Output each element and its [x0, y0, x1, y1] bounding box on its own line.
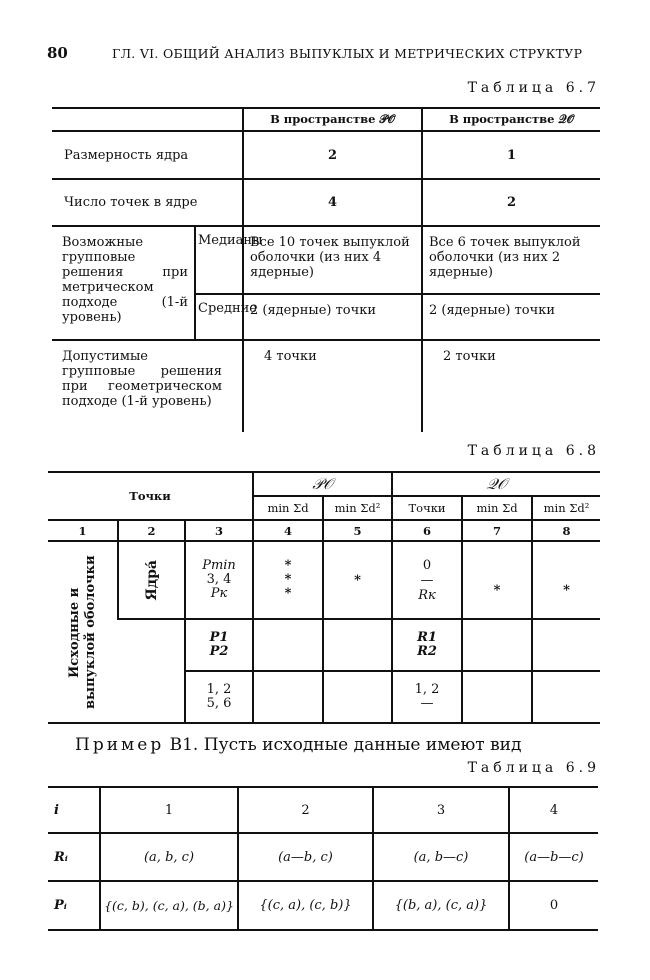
col-header: 3: [372, 787, 509, 833]
col-number: 1: [78, 523, 87, 538]
col-header: 2: [237, 787, 373, 833]
cell: (a, b—c): [372, 833, 509, 881]
cell: R1: [417, 630, 437, 645]
cell: [322, 671, 393, 723]
cell: 2: [242, 131, 422, 179]
example-text: B1. Пусть исходные данные имеют вид: [169, 735, 522, 755]
table-6-8: Точки 𝒫𝒪 𝒬𝒪 min Σd min Σd² Точки min Σd …: [48, 471, 601, 724]
sub-header: Точки: [391, 496, 463, 520]
group-po: 𝒫𝒪: [252, 472, 393, 497]
table-6-9: i 1 2 3 4 Rᵢ (a, b, c) (a—b, c) (a, b—c)…: [48, 786, 598, 931]
col-number: 2: [117, 520, 185, 541]
sub-label: Средние: [194, 294, 257, 340]
col-number: 4: [252, 520, 324, 541]
row-label-i: i: [54, 802, 59, 818]
col-number: 8: [531, 520, 601, 541]
cell: 2 (ядерные) точки: [242, 294, 422, 340]
cell: [531, 619, 601, 671]
cell: [252, 671, 324, 723]
example-paragraph: Пример B1. Пусть исходные данные имеют в…: [75, 735, 521, 755]
header-po: В пространстве 𝒫𝒪: [242, 108, 422, 131]
cell: (a—b, c): [237, 833, 373, 881]
cell: 1, 2: [414, 682, 440, 697]
sub-header: min Σd²: [322, 496, 393, 520]
cell: (a—b—c): [508, 833, 598, 881]
col-header: 1: [99, 787, 238, 833]
cell: 5, 6: [206, 696, 232, 711]
cell: *: [531, 541, 601, 619]
cell: 0: [422, 557, 432, 573]
cell: 3, 4: [206, 572, 232, 587]
sub-header: min Σd: [461, 496, 533, 520]
row-label: Число точек в ядре: [64, 195, 198, 210]
sub-label: Медианы: [194, 226, 262, 295]
cell: [531, 671, 601, 723]
header-points: Точки: [48, 472, 254, 521]
cell: Pк: [210, 586, 228, 601]
table-6-7: В пространстве 𝒫𝒪 В пространстве 𝒬𝒪 Разм…: [52, 107, 600, 432]
row-label: Размерность ядра: [64, 147, 189, 163]
page-number: 80: [47, 44, 68, 62]
example-label: Пример: [75, 735, 165, 755]
cell: Все 6 точек выпуклой оболочки (из них 2 …: [421, 226, 600, 295]
cell: {(c, b), (c, a), (b, a)}: [99, 881, 238, 930]
row-label: Допустимые групповые решения при геометр…: [62, 349, 222, 409]
cell: 1: [421, 131, 600, 179]
cell: 0: [508, 881, 598, 930]
running-title: ГЛ. VI. ОБЩИЙ АНАЛИЗ ВЫПУКЛЫХ И МЕТРИЧЕС…: [112, 46, 583, 61]
cell: P2: [209, 644, 229, 659]
cell: [461, 619, 533, 671]
row-label-p: Pᵢ: [54, 898, 67, 913]
cell: *: [461, 541, 533, 619]
cell: 4 точки: [242, 340, 422, 432]
cell: {(c, a), (c, b)}: [237, 881, 373, 930]
cell: Rк: [418, 587, 436, 603]
cell: 4: [242, 179, 422, 226]
cell: —: [420, 696, 434, 711]
cell: 1, 2: [206, 682, 232, 697]
cell: —: [420, 572, 434, 588]
cell: [461, 671, 533, 723]
table-6-7-caption: Таблица 6.7: [467, 80, 600, 96]
header-qo: В пространстве 𝒬𝒪: [421, 108, 600, 131]
col-number: 6: [391, 520, 463, 541]
cell: R2: [417, 644, 437, 659]
table-6-8-caption: Таблица 6.8: [467, 443, 600, 459]
row-label-r: Rᵢ: [54, 849, 68, 865]
cell: *: [284, 558, 292, 573]
col-number: 3: [183, 520, 254, 541]
cell: (a, b, c): [99, 833, 238, 881]
row-group-label: Исходные и выпуклой оболочки: [66, 555, 98, 709]
row-label: Возможные групповые решения при метричес…: [62, 235, 188, 325]
table-6-9-caption: Таблица 6.9: [467, 760, 600, 776]
cell: Pmin: [202, 558, 236, 573]
cell: *: [322, 541, 393, 619]
col-header: 4: [508, 787, 598, 833]
cell: Все 10 точек выпуклой оболочки (из них 4…: [242, 226, 422, 295]
col-number: 7: [461, 520, 533, 541]
cell: 2 точки: [421, 340, 600, 432]
cell: [252, 619, 324, 671]
cell: [322, 619, 393, 671]
sub-header: min Σd²: [531, 496, 601, 520]
sub-header: min Σd: [252, 496, 324, 520]
cell: 2: [421, 179, 600, 226]
cell: P1: [209, 630, 229, 645]
cell: *: [284, 586, 292, 601]
cell: 2 (ядерные) точки: [421, 294, 600, 340]
cell: *: [284, 572, 292, 587]
col-number: 5: [322, 520, 393, 541]
kernel-label: Ядра́: [143, 559, 160, 601]
cell: {(b, a), (c, a)}: [372, 881, 509, 930]
group-qo: 𝒬𝒪: [391, 472, 601, 497]
